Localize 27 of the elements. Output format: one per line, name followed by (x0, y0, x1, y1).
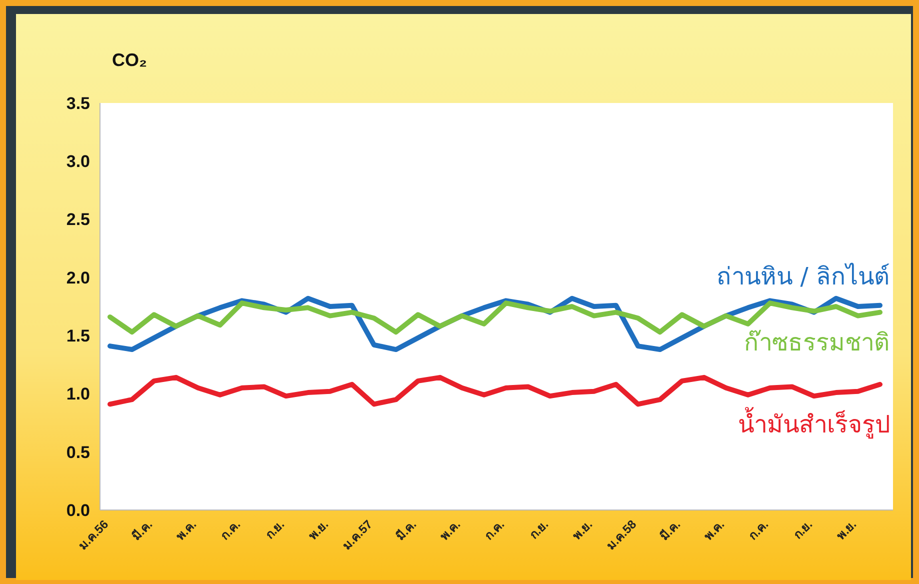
y-tick-label: 2.0 (66, 268, 90, 288)
y-tick-label: 3.0 (66, 152, 90, 172)
x-tick-label: พ.ย. (570, 517, 596, 542)
x-tick-label: มี.ค. (393, 517, 420, 544)
y-tick-label: 3.5 (66, 94, 90, 113)
y-axis-title: CO₂ (112, 50, 147, 70)
x-tick-label: มี.ค. (657, 517, 684, 544)
x-tick-label: พ.ค. (437, 517, 464, 544)
x-tick-label: ก.ค. (218, 517, 244, 542)
series-label: ถ่านหิน / ลิกไนต์ (716, 262, 890, 290)
y-tick-label: 1.5 (66, 326, 90, 346)
x-tick-label: ก.ค. (482, 517, 508, 542)
y-tick-label: 0.5 (66, 442, 90, 462)
x-tick-label: พ.ค. (173, 517, 200, 544)
x-tick-label: พ.ย. (306, 517, 332, 542)
y-tick-label: 0.0 (66, 500, 90, 520)
x-tick-label: พ.ค. (701, 517, 728, 544)
y-tick-label: 2.5 (66, 210, 90, 230)
y-tick-label: 1.0 (66, 384, 90, 404)
x-tick-label: ก.ย. (526, 517, 552, 542)
x-tick-label: ก.ย. (262, 517, 288, 542)
x-tick-label: ก.ย. (790, 517, 816, 542)
x-tick-label: พ.ย. (834, 517, 860, 542)
series-label: น้ำมันสำเร็จรูป (738, 406, 890, 440)
series-label: ก๊าซธรรมชาติ (744, 328, 890, 356)
x-tick-label: ก.ค. (746, 517, 772, 542)
x-tick-label: มี.ค. (129, 517, 156, 544)
